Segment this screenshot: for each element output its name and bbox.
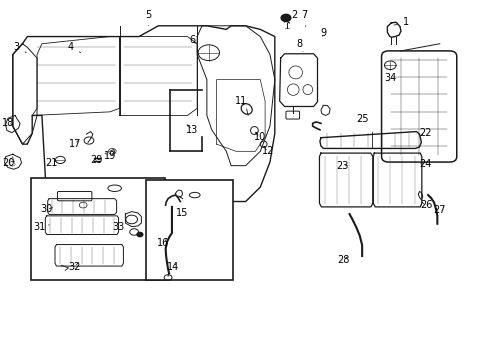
Text: 14: 14	[166, 262, 179, 272]
Text: 26: 26	[419, 200, 431, 210]
Text: 33: 33	[112, 222, 124, 232]
Bar	[146, 180, 232, 280]
Text: 12: 12	[262, 146, 274, 156]
Text: 18: 18	[2, 118, 14, 128]
Text: 19: 19	[103, 150, 116, 161]
Text: 13: 13	[186, 125, 198, 135]
Text: 6: 6	[189, 35, 195, 45]
Text: 24: 24	[418, 159, 430, 169]
Text: 32: 32	[69, 262, 81, 272]
Text: 2: 2	[284, 10, 297, 22]
Bar	[31, 178, 164, 280]
Text: 20: 20	[2, 158, 14, 168]
Text: 21: 21	[45, 158, 58, 168]
Text: 28: 28	[337, 255, 349, 265]
Text: 9: 9	[320, 28, 325, 38]
Text: 7: 7	[300, 10, 306, 27]
Circle shape	[281, 14, 290, 22]
Text: 22: 22	[418, 129, 430, 138]
Text: 31: 31	[33, 222, 49, 232]
Text: 15: 15	[176, 208, 188, 218]
Text: 29: 29	[90, 155, 102, 165]
Text: 4: 4	[68, 42, 81, 53]
Text: 23: 23	[336, 161, 348, 171]
Text: 16: 16	[157, 238, 169, 248]
Circle shape	[137, 232, 142, 237]
Text: 3: 3	[14, 42, 26, 53]
Text: 27: 27	[433, 206, 445, 216]
Text: 10: 10	[254, 132, 266, 142]
Text: 34: 34	[384, 73, 396, 83]
Text: 25: 25	[355, 114, 367, 124]
Text: 5: 5	[145, 10, 151, 26]
Text: 30: 30	[41, 204, 53, 215]
Text: 11: 11	[234, 96, 246, 106]
Text: 8: 8	[295, 39, 303, 51]
Text: 1: 1	[393, 17, 408, 27]
Text: 17: 17	[69, 139, 81, 149]
